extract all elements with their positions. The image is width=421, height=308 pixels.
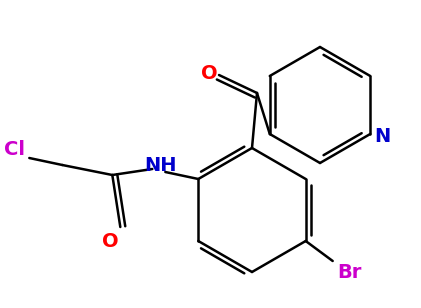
Text: Br: Br (338, 264, 362, 282)
Text: Cl: Cl (4, 140, 25, 159)
Text: N: N (374, 127, 390, 145)
Text: O: O (102, 232, 119, 250)
Text: O: O (201, 63, 217, 83)
Text: NH: NH (144, 156, 176, 175)
